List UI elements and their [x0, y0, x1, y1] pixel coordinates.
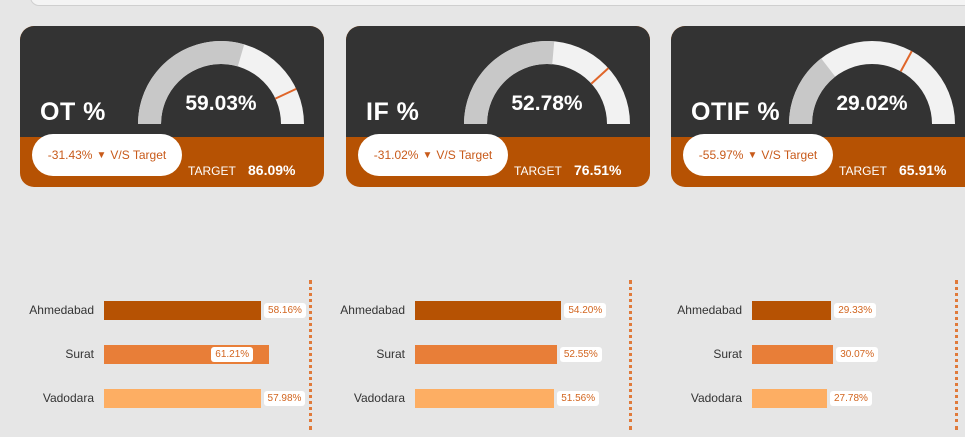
bar [415, 389, 555, 408]
bar-chart-ot-by-city: Ahmedabad 58.16% Surat 61.21% Vadodara 5… [0, 290, 320, 430]
bar-category-label: Ahmedabad [29, 303, 94, 317]
delta-value: -55.97% [698, 148, 744, 162]
target-value: 65.91% [899, 162, 947, 178]
bar-chart-if-by-city: Ahmedabad 54.20% Surat 52.55% Vadodara 5… [311, 290, 631, 430]
delta-value: -31.02% [373, 148, 419, 162]
target-label: TARGET [514, 164, 562, 178]
panel-divider [309, 280, 312, 430]
bar [752, 301, 832, 320]
delta-value: -31.43% [47, 148, 93, 162]
gauge-fill [464, 41, 555, 124]
delta-badge: -31.02% ▼ V/S Target [358, 134, 508, 176]
bar-data-label: 61.21% [211, 347, 254, 362]
bar [104, 301, 262, 320]
bar-data-label: 29.33% [834, 303, 877, 318]
top-search-bar[interactable] [30, 0, 965, 6]
gauge-target-marker [590, 67, 610, 85]
bar-data-label: 51.56% [557, 391, 600, 406]
bar-data-label: 54.20% [564, 303, 607, 318]
delta-badge: -31.43% ▼ V/S Target [32, 134, 182, 176]
kpi-value: 29.02% [836, 92, 908, 115]
gauge-target-marker [274, 87, 297, 100]
bar [752, 345, 834, 364]
gauge-chart [464, 41, 630, 124]
target-label: TARGET [188, 164, 236, 178]
bar [752, 389, 827, 408]
kpi-card-ot: 59.03% OT % -31.43% ▼ V/S Target TARGET … [20, 26, 324, 187]
kpi-card-if: 52.78% IF % -31.02% ▼ V/S Target TARGET … [346, 26, 650, 187]
bar-category-label: Vadodara [690, 391, 742, 405]
bar [415, 301, 562, 320]
down-arrow-icon: ▼ [747, 149, 758, 161]
target-value: 76.51% [574, 162, 622, 178]
bar-data-label: 52.55% [559, 347, 602, 362]
bar [104, 389, 261, 408]
delta-badge: -55.97% ▼ V/S Target [683, 134, 833, 176]
delta-caption: V/S Target [436, 148, 493, 162]
kpi-title: OT % [40, 98, 106, 126]
bar-data-label: 57.98% [263, 391, 306, 406]
kpi-title: OTIF % [691, 98, 781, 126]
kpi-title: IF % [366, 98, 420, 126]
gauge-chart [789, 41, 955, 124]
delta-caption: V/S Target [761, 148, 818, 162]
down-arrow-icon: ▼ [96, 149, 107, 161]
bar-chart-otif-by-city: Ahmedabad 29.33% Surat 30.07% Vadodara 2… [648, 290, 965, 430]
gauge-fill [789, 58, 836, 124]
bar-category-label: Surat [65, 347, 94, 361]
bar-category-label: Surat [713, 347, 742, 361]
bar-category-label: Ahmedabad [340, 303, 405, 317]
gauge-target-marker [899, 50, 913, 72]
target-label: TARGET [839, 164, 887, 178]
gauge-chart [138, 41, 304, 124]
panel-divider [629, 280, 632, 430]
bar-category-label: Surat [376, 347, 405, 361]
bar-category-label: Ahmedabad [677, 303, 742, 317]
bar-category-label: Vadodara [42, 391, 94, 405]
bar [415, 345, 557, 364]
bar-category-label: Vadodara [353, 391, 405, 405]
panel-divider [955, 280, 958, 430]
kpi-value: 52.78% [511, 92, 583, 115]
delta-caption: V/S Target [110, 148, 167, 162]
bar-data-label: 58.16% [264, 303, 306, 318]
bar-data-label: 27.78% [830, 391, 872, 406]
kpi-value: 59.03% [185, 92, 257, 115]
kpi-card-otif: 29.02% OTIF % -55.97% ▼ V/S Target TARGE… [671, 26, 965, 187]
bar-data-label: 30.07% [836, 347, 879, 362]
gauge-track [789, 41, 955, 124]
down-arrow-icon: ▼ [422, 149, 433, 161]
target-value: 86.09% [248, 162, 296, 178]
gauge-fill [138, 41, 245, 124]
